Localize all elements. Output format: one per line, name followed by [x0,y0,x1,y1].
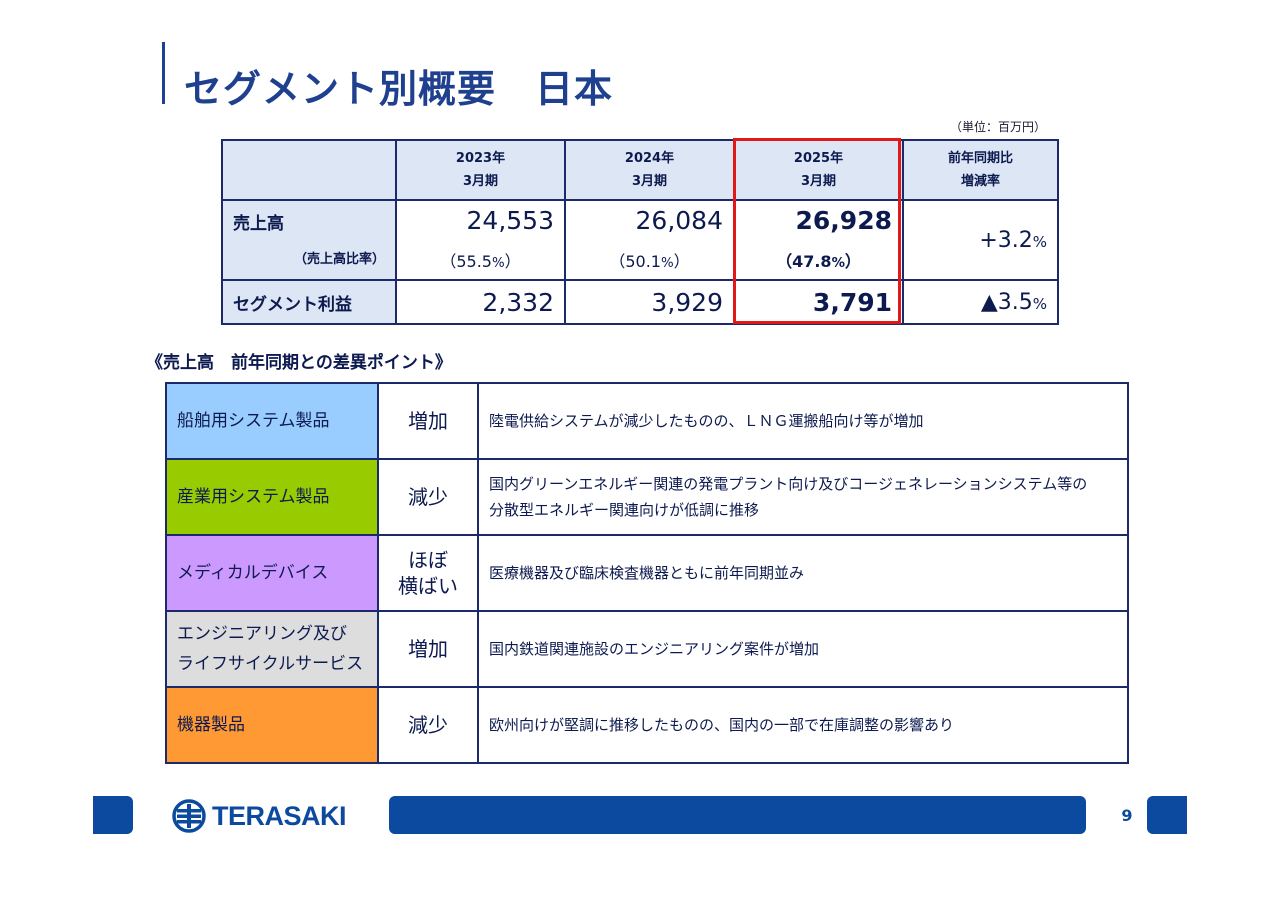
points-table: 船舶用システム製品 増加 陸電供給システムが減少したものの、ＬＮＧ運搬船向け等が増加… [165,382,1129,764]
header-fy2024: 2024年 3月期 [564,139,735,201]
point-segment-cell: 機器製品 [165,686,379,764]
sales-row: 売上高 （売上高比率） 24,553 26,084 26,928 +3.2% [221,199,1059,281]
point-description-line: 陸電供給システムが減少したものの、ＬＮＧ運搬船向け等が増加 [489,412,924,430]
sales-label-cell: 売上高 （売上高比率） [221,199,397,281]
point-description-line: 国内グリーンエネルギー関連の発電プラント向け及びコージェネレーションシステム等の [489,475,1088,493]
ratio-fy2025-open: （ [776,251,793,271]
footer-center-bar [389,796,1086,834]
point-segment-label: エンジニアリング及び ライフサイクルサービス [177,624,364,674]
point-change-cell: 減少 [377,458,479,536]
profit-growth-cell: ▲3.5% [902,279,1059,325]
point-row: メディカルデバイス ほぼ 横ばい 医療機器及び臨床検査機器ともに前年同期並み [165,534,1129,612]
point-change-cell: 増加 [377,382,479,460]
point-change-cell: ほぼ 横ばい [377,534,479,612]
header-fy2025: 2025年 3月期 [733,139,904,201]
point-change-label: 減少 [408,713,448,737]
header-fy2023-term: 3月期 [462,174,499,189]
ratio-row: （55.5%） （50.1%） （47.8%） [222,240,1058,281]
point-change-cell: 減少 [377,686,479,764]
ratio-fy2023-open: （ [440,251,457,271]
point-segment-label: メディカルデバイス [177,563,329,583]
profit-fy2024: 3,929 [564,279,735,325]
ratio-fy2023-value: 55.5 [456,251,492,271]
profit-label: セグメント利益 [221,279,397,325]
ratio-fy2023-unit: % [491,255,505,271]
point-segment-cell: エンジニアリング及び ライフサイクルサービス [165,610,379,688]
terasaki-logo: TERASAKI [172,796,347,836]
profit-fy2023: 2,332 [395,279,566,325]
ratio-fy2024-open: （ [609,251,626,271]
unit-note: （単位：百万円） [950,120,1047,134]
sales-fy2023: 24,553 [395,199,566,240]
point-description-cell: 陸電供給システムが減少したものの、ＬＮＧ運搬船向け等が増加 [477,382,1129,460]
summary-header-row: 2023年 3月期 2024年 3月期 2025年 3月期 前年同期比増減率 [221,139,1059,201]
point-row: 産業用システム製品 減少 国内グリーンエネルギー関連の発電プラント向け及びコージェネ… [165,458,1129,536]
point-row: 船舶用システム製品 増加 陸電供給システムが減少したものの、ＬＮＧ運搬船向け等が増加 [165,382,1129,460]
ratio-fy2024-unit: % [660,255,674,271]
point-segment-cell: 船舶用システム製品 [165,382,379,460]
ratio-fy2023: （55.5%） [395,240,566,281]
ratio-fy2024-close: ） [673,251,690,271]
sales-fy2024: 26,084 [564,199,735,240]
header-fy2023: 2023年 3月期 [395,139,566,201]
sales-label: 売上高 [233,214,284,234]
header-fy2025-year: 2025年 [793,151,844,166]
point-segment-cell: 産業用システム製品 [165,458,379,536]
point-description-cell: 欧州向けが堅調に推移したものの、国内の一部で在庫調整の影響あり [477,686,1129,764]
footer-left-bar [93,796,133,834]
terasaki-logo-icon [172,799,206,833]
points-heading: 《売上高 前年同期との差異ポイント》 [146,353,452,373]
point-description-line: 分散型エネルギー関連向けが低調に推移 [489,501,760,519]
point-segment-label: 船舶用システム製品 [177,411,330,431]
point-change-label: 減少 [408,485,448,509]
page-number: 9 [1121,806,1133,825]
point-row: エンジニアリング及び ライフサイクルサービス 増加 国内鉄道関連施設のエンジニアリン… [165,610,1129,688]
profit-fy2025: 3,791 [733,279,904,325]
ratio-fy2025: （47.8%） [733,240,904,281]
header-blank-cell [221,139,397,201]
sales-fy2025: 26,928 [733,199,904,240]
header-fy2025-term: 3月期 [800,174,837,189]
ratio-fy2025-close: ） [844,251,861,271]
sales-growth-unit: % [1032,232,1047,251]
header-yoy: 前年同期比 増減率 [902,139,1059,201]
point-description-cell: 医療機器及び臨床検査機器ともに前年同期並み [477,534,1129,612]
ratio-fy2024: （50.1%） [564,240,735,281]
header-fy2024-term: 3月期 [631,174,668,189]
title-accent-bar [162,42,165,104]
point-description-line: 国内鉄道関連施設のエンジニアリング案件が増加 [489,640,820,658]
sales-growth: +3.2 [979,227,1033,253]
point-description-line: 医療機器及び臨床検査機器ともに前年同期並み [489,564,805,582]
profit-row: セグメント利益 2,332 3,929 3,791 ▲3.5% [221,279,1059,325]
summary-table: 2023年 3月期 2024年 3月期 2025年 3月期 前年同期比増減率 売上高 … [221,139,1059,325]
sales-ratio-label: （売上高比率） [293,252,385,267]
point-change-label: 増加 [408,409,448,433]
point-change-label: ほぼ 横ばい [398,548,458,598]
point-row: 機器製品 減少 欧州向けが堅調に推移したものの、国内の一部で在庫調整の影響あり [165,686,1129,764]
logo-text: TERASAKI [212,800,347,831]
point-segment-cell: メディカルデバイス [165,534,379,612]
ratio-fy2023-close: ） [504,251,521,271]
ratio-fy2025-unit: % [831,255,845,271]
header-fy2023-year: 2023年 [455,151,506,166]
ratio-fy2024-value: 50.1 [625,251,661,271]
point-description-cell: 国内鉄道関連施設のエンジニアリング案件が増加 [477,610,1129,688]
point-description-line: 欧州向けが堅調に推移したものの、国内の一部で在庫調整の影響あり [489,716,955,734]
sales-growth-cell: +3.2% [902,199,1059,281]
ratio-fy2025-value: 47.8 [792,251,832,271]
point-segment-label: 産業用システム製品 [177,487,330,507]
point-description-cell: 国内グリーンエネルギー関連の発電プラント向け及びコージェネレーションシステム等の… [477,458,1129,536]
header-fy2024-year: 2024年 [624,151,675,166]
header-yoy-line1: 前年同期比 [947,151,1013,166]
point-change-cell: 増加 [377,610,479,688]
point-change-label: 増加 [408,637,448,661]
profit-growth-unit: % [1032,294,1047,313]
point-segment-label: 機器製品 [177,715,245,735]
page-title: セグメント別概要 日本 [184,67,614,111]
header-yoy-line2: 増減率 [960,174,1000,189]
profit-growth: ▲3.5 [980,289,1033,315]
footer-right-bar [1147,796,1187,834]
